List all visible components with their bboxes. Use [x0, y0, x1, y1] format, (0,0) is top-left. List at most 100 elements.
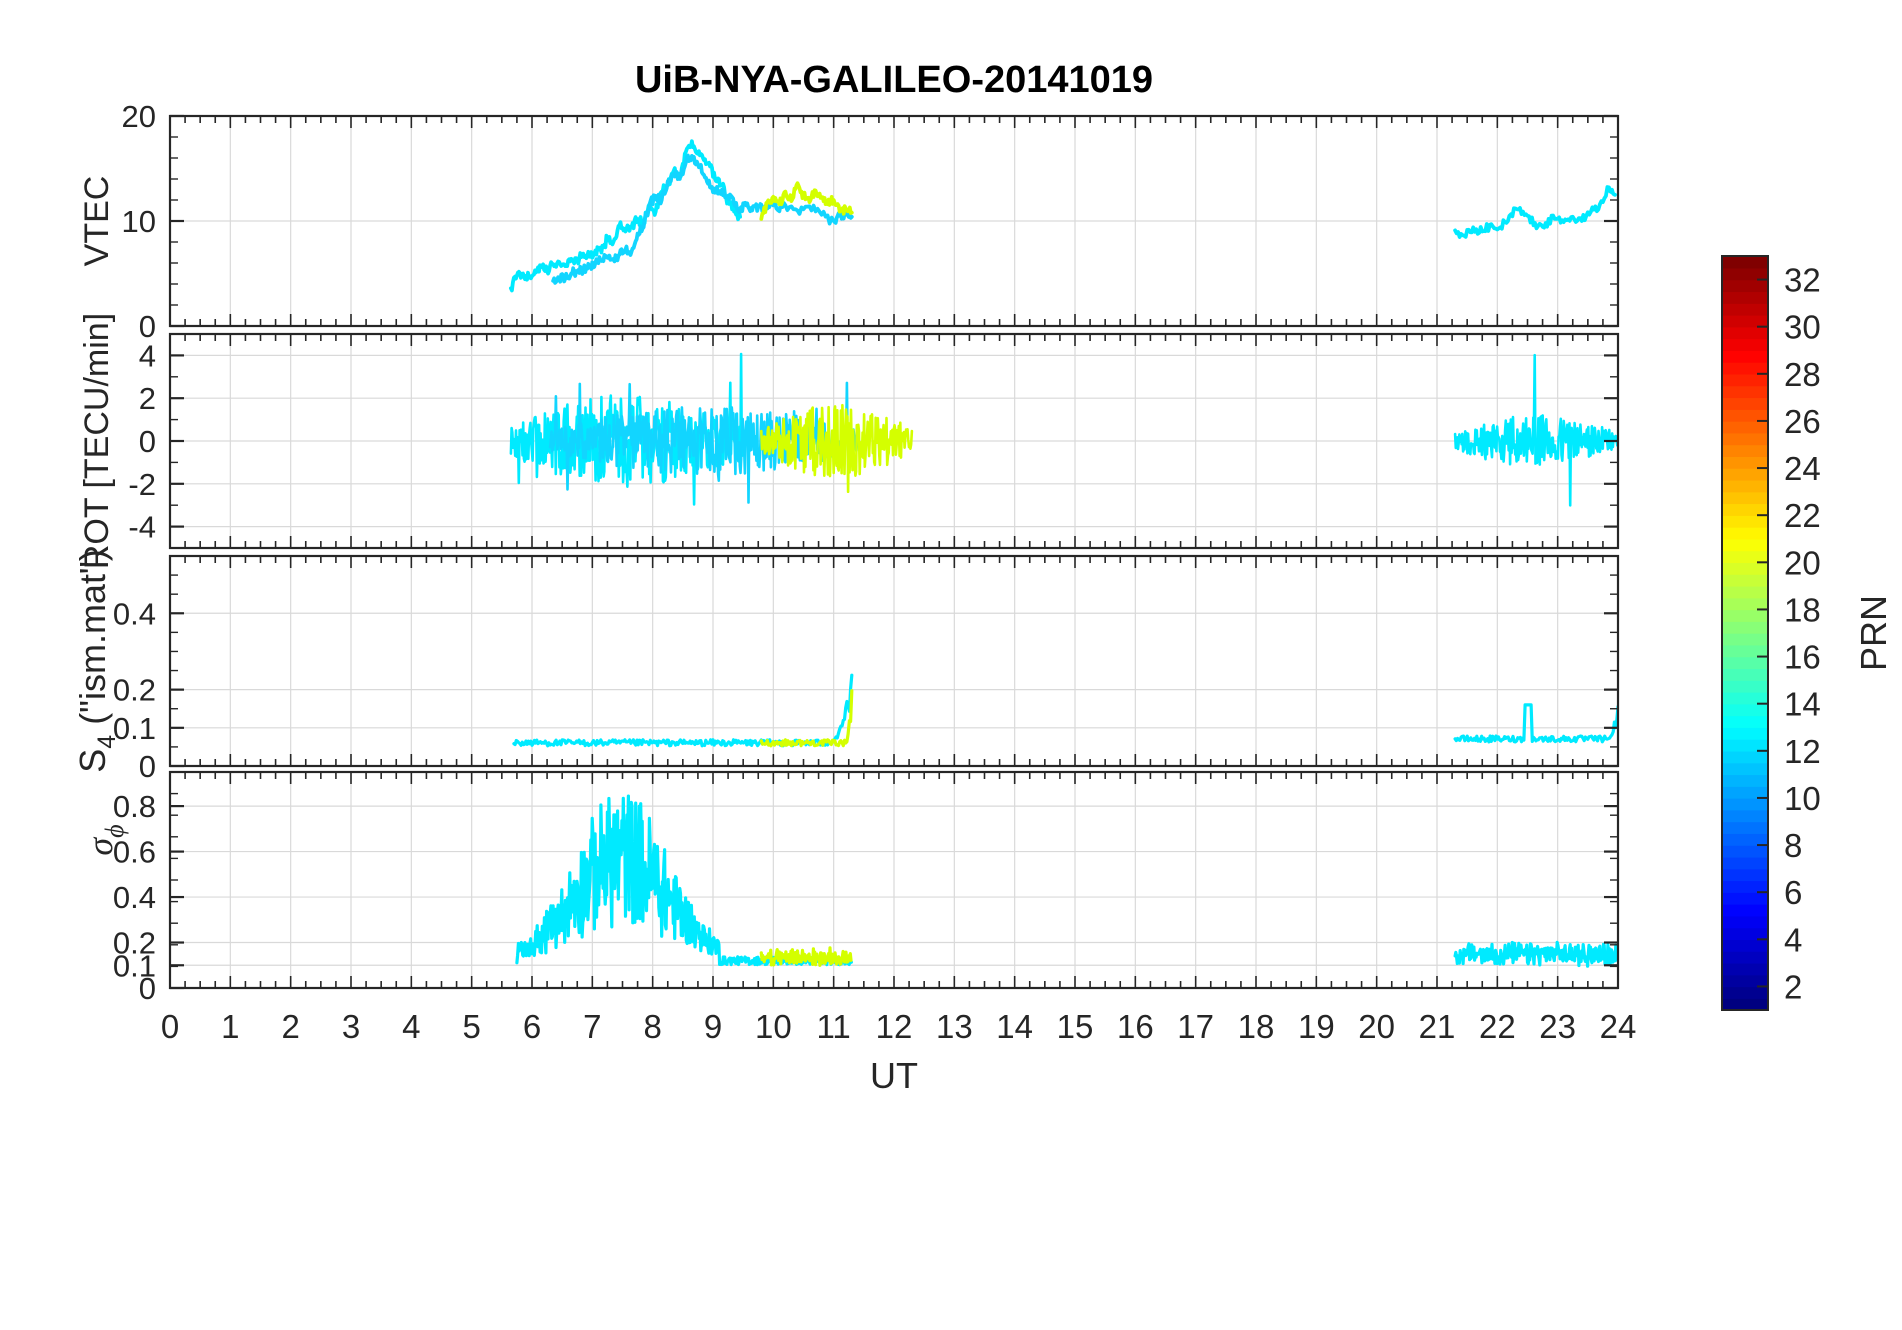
colorbar-swatch	[1722, 385, 1768, 399]
colorbar-swatch	[1722, 951, 1768, 964]
data-layer	[512, 673, 1618, 748]
colorbar-swatch	[1722, 668, 1768, 681]
data-trace	[512, 673, 854, 748]
colorbar-swatch	[1722, 974, 1768, 988]
ytick-label: 0.2	[113, 926, 156, 961]
data-trace	[1453, 703, 1618, 744]
colorbar-swatch	[1722, 444, 1768, 457]
colorbar-swatch	[1722, 279, 1768, 293]
colorbar-tick-label: 18	[1784, 591, 1821, 628]
colorbar-swatch	[1722, 609, 1768, 622]
ytick-label: 0.1	[113, 948, 156, 983]
colorbar-swatch	[1722, 833, 1768, 846]
colorbar-tick-label: 26	[1784, 403, 1821, 440]
xtick-label: 11	[817, 1008, 851, 1045]
colorbar-swatch	[1722, 562, 1768, 575]
colorbar-swatch	[1722, 526, 1768, 540]
xtick-label: 22	[1479, 1008, 1516, 1045]
colorbar-swatch	[1722, 727, 1768, 740]
colorbar-swatch	[1722, 420, 1768, 434]
xtick-label: 4	[402, 1008, 420, 1045]
panel-VTEC: 0 10 20	[122, 99, 1620, 344]
colorbar-swatch	[1722, 915, 1768, 929]
colorbar-swatch	[1722, 362, 1768, 375]
colorbar-swatch	[1722, 338, 1768, 351]
xtick-label: 21	[1419, 1008, 1456, 1045]
ytick-label: -4	[128, 510, 156, 545]
xtick-label: 2	[281, 1008, 299, 1045]
xtick-label: 8	[643, 1008, 661, 1045]
ylabel-vtec: VTEC	[78, 176, 116, 267]
colorbar-swatch	[1722, 397, 1768, 410]
colorbar-swatch	[1722, 939, 1768, 952]
data-trace	[1453, 940, 1618, 968]
colorbar-swatch	[1722, 267, 1768, 281]
ytick-label: 0.1	[113, 711, 156, 746]
colorbar-swatch	[1722, 845, 1768, 858]
colorbar-swatch	[1722, 762, 1768, 776]
xtick-label: 17	[1177, 1008, 1214, 1045]
xtick-label: 16	[1117, 1008, 1154, 1045]
xtick-label: 15	[1057, 1008, 1094, 1045]
colorbar-title: PRN	[1853, 595, 1894, 671]
y-axis-titles: VTEC ROT [TECU/min]S4 ("ism.mat") σϕ	[72, 176, 129, 856]
colorbar-swatch	[1722, 927, 1768, 941]
xtick-label: 18	[1238, 1008, 1275, 1045]
colorbar-swatch	[1722, 409, 1768, 422]
colorbar-tick-label: 14	[1784, 686, 1821, 723]
data-layer	[509, 139, 1617, 293]
colorbar-swatch	[1722, 550, 1768, 564]
panel-ROT: -4 -2 0 2 4	[128, 332, 1620, 550]
colorbar-tick-label: 30	[1784, 309, 1821, 346]
colorbar-swatch	[1722, 350, 1768, 363]
colorbar-swatch	[1722, 821, 1768, 834]
colorbar-swatch	[1722, 456, 1768, 469]
colorbar-swatch	[1722, 962, 1768, 976]
colorbar-swatch	[1722, 715, 1768, 728]
xtick-label: 3	[342, 1008, 360, 1045]
data-trace	[760, 403, 914, 493]
ytick-label: 0.8	[113, 789, 156, 824]
colorbar: 32 30 28 26 24 22 20 18 16 14 12 10 8 6 4 2 PRN	[1721, 255, 1894, 1011]
data-layer	[509, 352, 1618, 507]
colorbar-tick-label: 22	[1784, 497, 1821, 534]
colorbar-swatch	[1722, 809, 1768, 823]
xtick-label: 19	[1298, 1008, 1335, 1045]
colorbar-swatch	[1722, 468, 1768, 481]
colorbar-swatch	[1722, 856, 1768, 870]
colorbar-swatch	[1722, 998, 1768, 1011]
xtick-label: 12	[876, 1008, 913, 1045]
colorbar-swatch	[1722, 491, 1768, 505]
data-trace	[1453, 353, 1618, 507]
colorbar-swatch	[1722, 326, 1768, 340]
ytick-label: 0.4	[113, 880, 156, 915]
colorbar-tick-label: 32	[1784, 262, 1821, 299]
colorbar-swatch	[1722, 691, 1768, 705]
ylabel-s4: S4 ("ism.mat")	[72, 549, 121, 772]
data-trace	[509, 139, 742, 293]
colorbar-swatch	[1722, 750, 1768, 764]
colorbar-swatch	[1722, 903, 1768, 917]
ytick-label: -2	[128, 467, 156, 502]
ytick-label: 2	[139, 381, 156, 416]
ytick-label: 0.2	[113, 673, 156, 708]
colorbar-swatch	[1722, 644, 1768, 658]
colorbar-swatch	[1722, 880, 1768, 893]
xtick-label: 0	[161, 1008, 179, 1045]
x-axis-labels: 0 1 2 3 4 5 6 7 8 9 10 11 12 13 14 15 16 17 18 19 20 21 22 23 24…	[161, 1008, 1637, 1096]
xtick-label: 9	[704, 1008, 722, 1045]
colorbar-frame	[1721, 255, 1769, 1011]
colorbar-swatch	[1722, 574, 1768, 587]
data-trace	[551, 153, 854, 285]
ylabel-sigma-phi: σϕ	[80, 824, 129, 855]
colorbar-swatch	[1722, 538, 1768, 552]
colorbar-swatch	[1722, 291, 1768, 304]
colorbar-swatch	[1722, 680, 1768, 693]
x-axis-title: UT	[870, 1055, 918, 1096]
colorbar-swatch	[1722, 621, 1768, 634]
xtick-label: 1	[221, 1008, 239, 1045]
panel-S4: 00.10.2 0.4	[113, 554, 1620, 784]
figure-title: UiB-NYA-GALILEO-20141019	[635, 59, 1153, 101]
colorbar-swatch	[1722, 703, 1768, 717]
